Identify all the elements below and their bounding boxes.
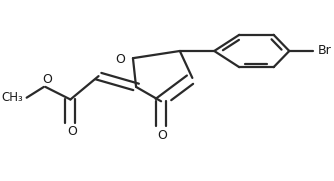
Text: O: O (115, 52, 125, 66)
Text: Br: Br (317, 45, 331, 58)
Text: O: O (42, 73, 52, 86)
Text: O: O (67, 125, 77, 138)
Text: CH₃: CH₃ (2, 91, 23, 104)
Text: O: O (158, 129, 168, 142)
